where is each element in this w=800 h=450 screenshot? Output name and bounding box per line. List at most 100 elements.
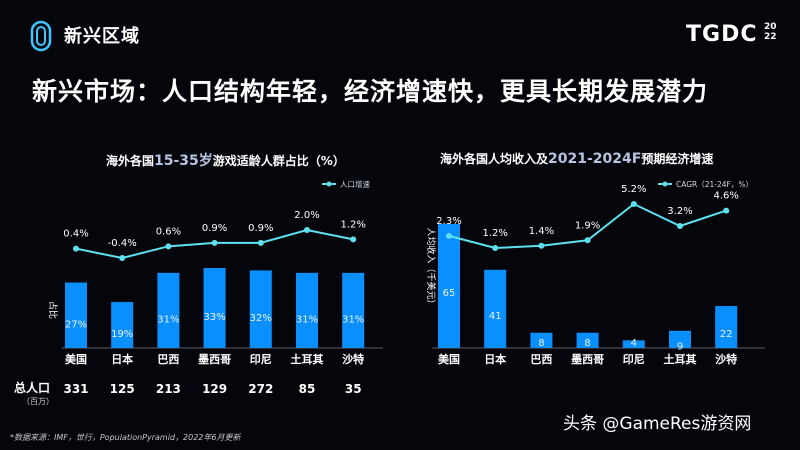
- left-line-point: [119, 255, 126, 261]
- left-bar-value-label: 19%: [111, 329, 133, 340]
- right-line-point: [446, 232, 452, 239]
- brand-year-top: 20: [764, 22, 777, 32]
- right-category-label: 美国: [438, 352, 460, 366]
- left-bar-value-label: 27%: [65, 319, 87, 330]
- right-bar: [669, 330, 691, 348]
- right-line-value-label: 1.2%: [482, 228, 507, 239]
- left-line-point: [165, 243, 172, 250]
- left-bar: [157, 272, 180, 348]
- right-bar: [438, 224, 460, 348]
- right-bar: [484, 269, 507, 348]
- left-category-label: 巴西: [157, 353, 179, 366]
- left-bar: [203, 268, 226, 348]
- right-bar-value-label: 41: [489, 311, 502, 322]
- left-bar-value-label: 31%: [296, 314, 318, 325]
- left-category-label: 印尼: [250, 353, 272, 366]
- right-bar-value-label: 4: [631, 338, 637, 349]
- right-line-value-label: 4.6%: [713, 191, 738, 202]
- right-line-value-label: 5.2%: [621, 184, 646, 195]
- right-category-label: 印尼: [623, 353, 645, 366]
- right-line-value-label: 2.3%: [436, 216, 461, 227]
- right-legend-marker: [662, 181, 668, 187]
- left-bar-value-label: 33%: [203, 312, 225, 323]
- right-bar: [576, 332, 599, 348]
- right-line-point: [538, 242, 545, 249]
- left-line-value-label: 0.4%: [63, 229, 88, 240]
- left-population-value: 213: [156, 382, 181, 396]
- data-source-footnote: *数据来源：IMF，世行，PopulationPyramid，2022年6月更新: [10, 433, 241, 442]
- left-legend-marker: [326, 181, 332, 187]
- brand-year-bottom: 22: [764, 32, 777, 42]
- left-population-value: 85: [299, 382, 316, 396]
- right-category-label: 土耳其: [664, 352, 697, 366]
- right-title-suffix: 预期经济增速: [641, 152, 714, 166]
- left-line-value-label: 0.6%: [156, 226, 181, 237]
- right-category-label: 墨西哥: [571, 353, 604, 366]
- population-label: 总人口: [14, 381, 51, 395]
- right-bar-value-label: 8: [538, 338, 544, 349]
- left-line-point: [257, 239, 264, 246]
- right-chart-title: 海外各国人均收入及2021-2024F预期经济增速: [440, 150, 713, 167]
- left-bar-value-label: 31%: [157, 314, 179, 325]
- right-bar-value-label: 22: [720, 329, 733, 340]
- right-line-point: [677, 223, 683, 229]
- left-title-suffix: 游戏适龄人群占比（%）: [212, 154, 345, 168]
- left-bar: [342, 272, 365, 348]
- left-category-label: 日本: [111, 352, 133, 366]
- right-bar-value-label: 9: [677, 341, 683, 352]
- brand-logo: TGDC: [686, 22, 758, 47]
- left-population-value: 125: [110, 382, 135, 396]
- left-bar: [249, 270, 272, 348]
- right-line-point: [630, 201, 637, 207]
- right-legend-label: CAGR（21-24F，%）: [676, 180, 753, 189]
- left-category-label: 墨西哥: [198, 353, 231, 366]
- right-title-highlight: 2021-2024F: [548, 151, 642, 167]
- left-category-label: 沙特: [342, 352, 364, 366]
- left-category-label: 美国: [65, 352, 87, 366]
- left-line-point: [350, 236, 357, 243]
- left-line-value-label: -0.4%: [108, 238, 137, 249]
- page-headline: 新兴市场：人口结构年轻，经济增速快，更具长期发展潜力: [32, 77, 709, 106]
- left-y-axis-label: 占比: [47, 301, 59, 319]
- left-line-value-label: 0.9%: [202, 223, 227, 234]
- left-bar-value-label: 31%: [342, 314, 364, 325]
- left-line-value-label: 1.2%: [340, 219, 365, 230]
- left-line-point: [211, 239, 218, 246]
- right-bar: [715, 306, 738, 348]
- right-bar-value-label: 65: [443, 288, 456, 299]
- right-category-label: 日本: [484, 352, 506, 366]
- right-line-value-label: 1.9%: [575, 220, 600, 231]
- left-bar-value-label: 32%: [250, 313, 272, 324]
- left-population-value: 272: [248, 382, 273, 396]
- left-bar: [111, 301, 134, 348]
- right-y-axis-label: 人均收入（千美元）: [425, 227, 437, 308]
- left-line-point: [73, 245, 79, 252]
- left-legend-label: 人口增速: [340, 179, 370, 189]
- right-bar: [622, 340, 645, 348]
- left-category-label: 土耳其: [291, 352, 324, 366]
- left-chart-title: 海外各国15-35岁游戏适龄人群占比（%）: [106, 150, 345, 170]
- right-category-label: 巴西: [530, 353, 552, 366]
- section-title: 新兴区域: [64, 26, 140, 47]
- tgdc-logo-icon: [30, 20, 52, 52]
- right-bar-value-label: 8: [584, 338, 590, 349]
- left-line-value-label: 0.9%: [248, 223, 273, 234]
- right-line-point: [584, 237, 591, 244]
- right-category-label: 沙特: [715, 352, 737, 366]
- watermark: 头条 @GameRes游资网: [563, 414, 752, 434]
- right-line-point: [723, 207, 730, 214]
- left-line-value-label: 2.0%: [294, 210, 319, 221]
- brand-year: 20 22: [764, 22, 777, 42]
- right-line-value-label: 1.4%: [529, 226, 554, 237]
- right-bar: [530, 332, 553, 348]
- left-line-point: [304, 227, 310, 233]
- right-line-point: [492, 245, 499, 251]
- right-line-value-label: 3.2%: [667, 206, 692, 217]
- population-unit: （百万）: [22, 397, 54, 406]
- left-population-value: 129: [202, 382, 227, 396]
- right-title-prefix: 海外各国人均收入及: [440, 152, 549, 166]
- left-bar: [296, 272, 318, 348]
- left-title-highlight: 15-35岁: [154, 153, 213, 169]
- left-population-value: 331: [63, 382, 88, 396]
